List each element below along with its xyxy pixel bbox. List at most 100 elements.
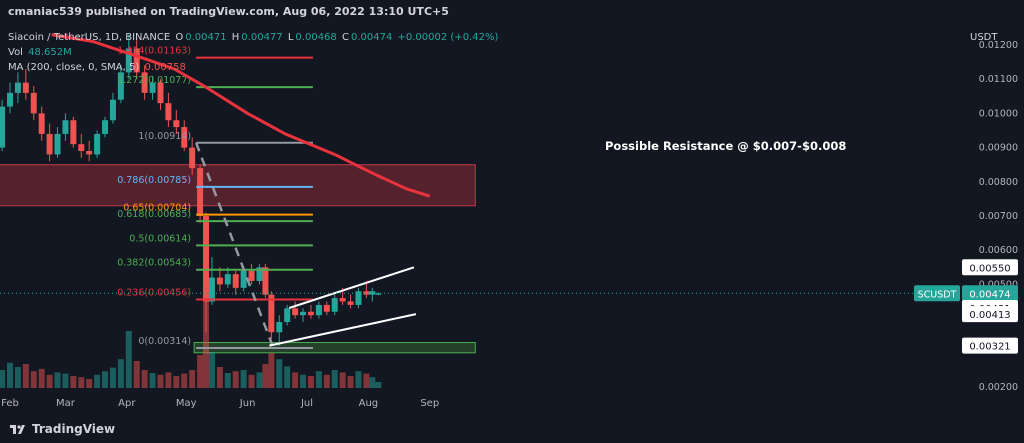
candle [125,34,132,80]
candles-layer [0,34,382,346]
time-tick-label: Jul [300,398,313,409]
volume-bar [375,382,382,388]
candle [268,291,275,340]
legend-symbol[interactable]: Siacoin / TetherUS, 1D, BINANCE [8,32,171,43]
volume-bar [117,359,124,388]
candle [323,301,330,316]
symbol-tag [914,285,960,302]
legend-ma-row[interactable]: MA (200, close, 0, SMA, 5) 0.00758 [8,60,500,75]
volume-bar [268,353,275,388]
resistance-zone [0,164,476,207]
resistance-annotation: Possible Resistance @ $0.007-$0.008 [605,139,846,153]
drawings-layer[interactable] [194,142,417,349]
candle-body [141,72,148,93]
legend-ma-value: 0.00758 [144,62,186,73]
candle [375,292,382,296]
volume-bar [109,367,116,388]
candle-body [355,291,362,305]
candle [94,130,101,158]
candle-body [109,99,116,121]
time-tick-label: Mar [56,398,76,409]
volume-bar [30,371,37,388]
candle-body [30,92,37,114]
candle [355,287,362,309]
volume-bar [141,370,148,388]
candle-body [232,274,239,288]
volume-bar [248,374,255,388]
candle [38,106,45,141]
candle-body [300,311,307,316]
candle-body [248,270,255,281]
candle-body [38,113,45,134]
candle [7,82,13,114]
publish-info: cmaniac539 published on TradingView.com,… [8,5,449,18]
volume-bar [102,371,109,388]
price-tag-label: 0.00413 [969,310,1010,321]
volume-bar [189,370,196,388]
time-tick-label: Aug [359,398,379,409]
tradingview-wordmark: TradingView [32,422,116,436]
legend-high-key: H [231,32,240,43]
candle [173,109,180,134]
volume-bar [38,368,45,388]
candle [133,38,140,80]
tradingview-logo[interactable]: TradingView [10,422,115,436]
candle-body [256,267,263,281]
volume-bar [216,367,223,388]
volume-bar [355,371,362,388]
candle [248,263,255,285]
candle [331,294,338,316]
time-axis[interactable]: Feb Mar Apr May Jun Jul Aug Sep [1,398,439,409]
price-tick-label: 0.00500 [979,279,1018,290]
candle-body [157,82,164,104]
volume-bar [203,292,210,388]
candle [307,304,314,319]
candle-body [363,291,370,295]
candle-body [0,106,6,148]
volume-bar [0,370,6,388]
time-tick-label: May [176,398,197,409]
last-price-tag-label: 0.00474 [969,289,1010,300]
candle-body [70,120,77,145]
fib-level-label: 0.618(0.00685) [117,209,191,220]
volume-bar [14,367,21,388]
candle-body [125,48,132,73]
candle [149,75,156,100]
candle-body [94,133,101,155]
candle-body [133,48,140,73]
volume-bar [54,372,61,388]
candle-body [203,216,210,302]
price-tag-label: 0.00550 [969,263,1010,274]
volume-bar [173,376,180,388]
volume-bar [331,370,338,388]
candle [86,140,93,162]
volume-bar [22,364,29,388]
candle-body [240,270,247,288]
candle [102,116,109,138]
candle-body [149,82,156,93]
candle-body [22,82,29,93]
candle [22,68,29,100]
candle [0,99,6,152]
volume-bar [284,366,291,388]
annotations-layer[interactable]: Possible Resistance @ $0.007-$0.008 [605,139,846,153]
volume-bar [94,374,101,388]
price-tick-label: 0.00600 [979,245,1018,256]
fib-level-label: 0.5(0.00614) [129,233,191,244]
candle [46,123,53,162]
candle [157,79,164,110]
volume-bar [133,361,140,388]
volume-bar [240,370,247,388]
fib-level-label: 1(0.00914) [138,131,191,142]
fib-level-label: 0.786(0.00785) [117,175,191,186]
price-tick-label: 0.00700 [979,211,1018,222]
legend-ma-label: MA (200, close, 0, SMA, 5) [8,62,140,73]
price-tag-label: 0.00321 [969,342,1010,353]
legend-volume-row[interactable]: Vol 48.652M [8,45,500,60]
legend-vol-value: 48.652M [28,47,72,58]
candle [232,270,239,295]
legend-open: 0.00471 [185,32,227,43]
